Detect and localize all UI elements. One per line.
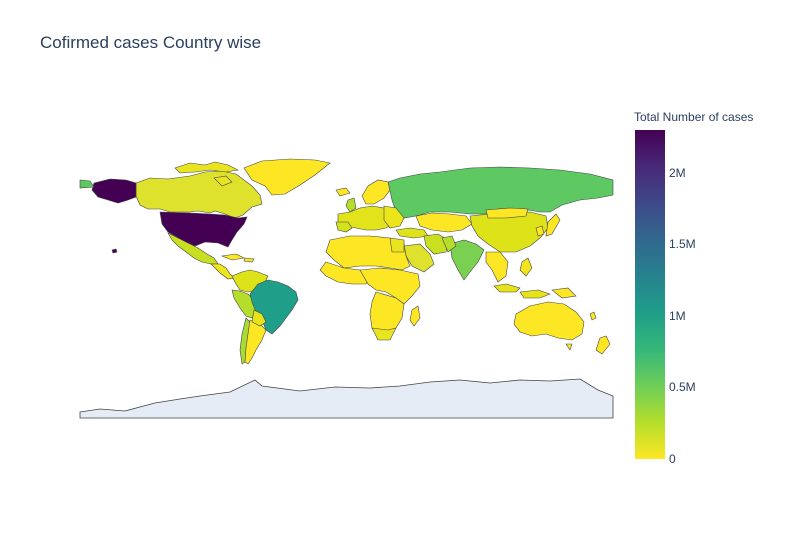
country-russia-east[interactable] bbox=[79, 179, 95, 189]
country-south-africa[interactable] bbox=[371, 327, 397, 341]
country-korea[interactable] bbox=[535, 225, 545, 237]
country-caribbean[interactable] bbox=[243, 257, 255, 263]
country-africa-central[interactable] bbox=[359, 267, 421, 305]
country-japan[interactable] bbox=[545, 213, 561, 237]
country-usa[interactable] bbox=[159, 211, 248, 248]
country-scandinavia[interactable] bbox=[361, 179, 391, 205]
country-russia[interactable] bbox=[387, 166, 614, 219]
country-brazil[interactable] bbox=[249, 279, 299, 335]
country-africa-west[interactable] bbox=[319, 261, 371, 285]
country-iceland[interactable] bbox=[335, 187, 351, 197]
country-madagascar[interactable] bbox=[409, 305, 421, 327]
country-europe-east[interactable] bbox=[383, 205, 405, 229]
country-pacific-islands[interactable] bbox=[589, 311, 597, 321]
chart-title: Cofirmed cases Country wise bbox=[40, 33, 262, 52]
country-spain[interactable] bbox=[335, 221, 353, 233]
country-philippines[interactable] bbox=[519, 257, 533, 277]
country-bolivia[interactable] bbox=[251, 309, 267, 327]
country-canada[interactable] bbox=[135, 170, 263, 219]
colorbar-tick-label: 1.5M bbox=[669, 237, 696, 252]
country-central-america[interactable] bbox=[210, 263, 236, 280]
country-canada-islands[interactable] bbox=[213, 175, 233, 187]
country-egypt[interactable] bbox=[389, 237, 405, 253]
country-argentina[interactable] bbox=[244, 319, 267, 365]
colorbar-tick-label: 0 bbox=[669, 452, 676, 466]
country-papua[interactable] bbox=[551, 287, 577, 299]
country-southeast-asia[interactable] bbox=[485, 251, 509, 283]
country-caribbean[interactable] bbox=[220, 253, 245, 261]
country-canada-islands[interactable] bbox=[174, 161, 239, 174]
country-australia[interactable] bbox=[513, 301, 585, 341]
country-usa-alaska[interactable] bbox=[91, 178, 137, 204]
country-indonesia[interactable] bbox=[493, 283, 521, 293]
country-uk[interactable] bbox=[345, 197, 357, 213]
country-turkey[interactable] bbox=[395, 227, 429, 239]
country-hawaii[interactable] bbox=[111, 248, 118, 254]
colorbar-title: Total Number of cases bbox=[634, 110, 754, 124]
country-tasmania[interactable] bbox=[565, 343, 573, 351]
colorbar-tick-label: 2M bbox=[669, 165, 686, 180]
colorbar bbox=[635, 130, 665, 459]
country-kazakhstan[interactable] bbox=[415, 212, 473, 233]
colorbar-tick-label: 1M bbox=[669, 308, 686, 323]
country-new-zealand[interactable] bbox=[595, 335, 611, 355]
country-saudi-arabia[interactable] bbox=[403, 243, 435, 273]
country-india[interactable] bbox=[449, 239, 485, 281]
country-pakistan[interactable] bbox=[441, 235, 457, 253]
antarctica[interactable] bbox=[79, 378, 614, 419]
colorbar-tick-label: 0.5M bbox=[669, 380, 696, 395]
country-indonesia[interactable] bbox=[519, 289, 551, 299]
country-iran[interactable] bbox=[423, 233, 449, 255]
country-greenland[interactable] bbox=[243, 158, 331, 196]
country-africa-north[interactable] bbox=[325, 235, 411, 271]
country-mongolia[interactable] bbox=[485, 207, 529, 219]
